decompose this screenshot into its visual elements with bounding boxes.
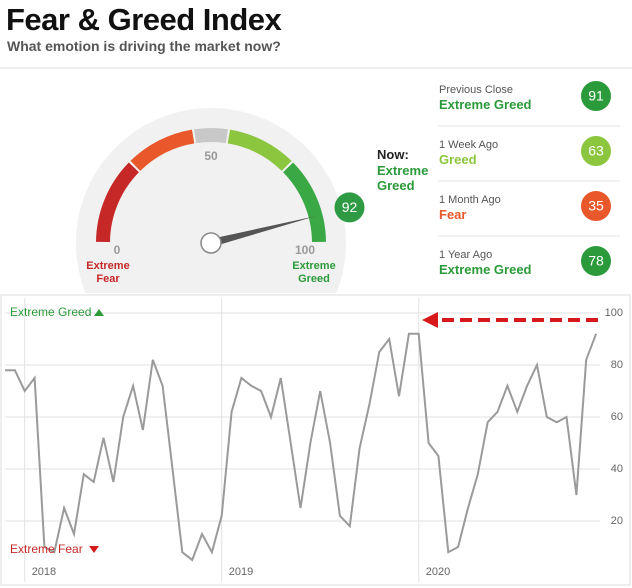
- x-tick-label: 2020: [426, 566, 450, 578]
- up-icon: [94, 309, 104, 316]
- gauge-tick-label: 0: [114, 243, 121, 257]
- gauge-arc: [96, 162, 140, 243]
- chart-panel: [0, 294, 631, 586]
- x-tick-label: 2018: [32, 566, 56, 578]
- now-label: Now:: [377, 147, 409, 162]
- title: Fear & Greed Index: [6, 2, 282, 37]
- history-badge: [581, 246, 611, 276]
- gauge-tick-label: 50: [204, 149, 218, 163]
- history-value: 35: [588, 198, 604, 214]
- fear-label: Extreme Fear: [86, 260, 130, 285]
- needle-hub: [200, 232, 222, 254]
- arrow-head: [422, 312, 438, 328]
- y-tick-label: 20: [611, 515, 623, 527]
- subtitle: What emotion is driving the market now?: [7, 38, 281, 54]
- history-label: 1 Year Ago: [439, 249, 493, 261]
- gauge-arc: [130, 129, 195, 172]
- gauge-arc: [194, 128, 228, 144]
- history-rating: Extreme Greed: [439, 262, 532, 277]
- history-label: 1 Month Ago: [439, 194, 501, 206]
- y-tick-label: 40: [611, 463, 623, 475]
- index-line: [5, 332, 598, 562]
- y-tick-label: 60: [611, 411, 623, 423]
- history-rating: Greed: [439, 152, 477, 167]
- history-value: 91: [588, 88, 604, 104]
- history-rating: Extreme Greed: [439, 97, 532, 112]
- history-rating: Fear: [439, 207, 467, 222]
- history-label: 1 Week Ago: [439, 139, 499, 151]
- annotation-arrow: [422, 312, 598, 328]
- history-value: 78: [588, 253, 604, 269]
- line-chart: 20 40 60 80 100 2018 2019 2020: [5, 298, 623, 582]
- top-label: Extreme Greed: [10, 305, 92, 319]
- gauge-tick-label: 100: [295, 243, 315, 257]
- gauge: 0 50 100 92: [76, 108, 365, 293]
- gauge-arc: [227, 129, 292, 172]
- y-tick-label: 100: [605, 307, 623, 319]
- greed-label: Extreme Greed: [292, 260, 336, 285]
- history-badge: [581, 191, 611, 221]
- gauge-arc: [282, 162, 326, 243]
- down-icon: [89, 546, 99, 553]
- gauge-value: 92: [342, 199, 358, 215]
- y-tick-label: 80: [611, 359, 623, 371]
- now-rating: Extreme Greed: [377, 163, 429, 193]
- history-label: Previous Close: [439, 84, 513, 96]
- bottom-label: Extreme Fear: [10, 542, 83, 556]
- history-value: 63: [588, 143, 604, 159]
- value-badge: [334, 192, 365, 223]
- history-badge: [581, 136, 611, 166]
- needle: [210, 216, 316, 247]
- history-badge: [581, 81, 611, 111]
- x-tick-label: 2019: [229, 566, 253, 578]
